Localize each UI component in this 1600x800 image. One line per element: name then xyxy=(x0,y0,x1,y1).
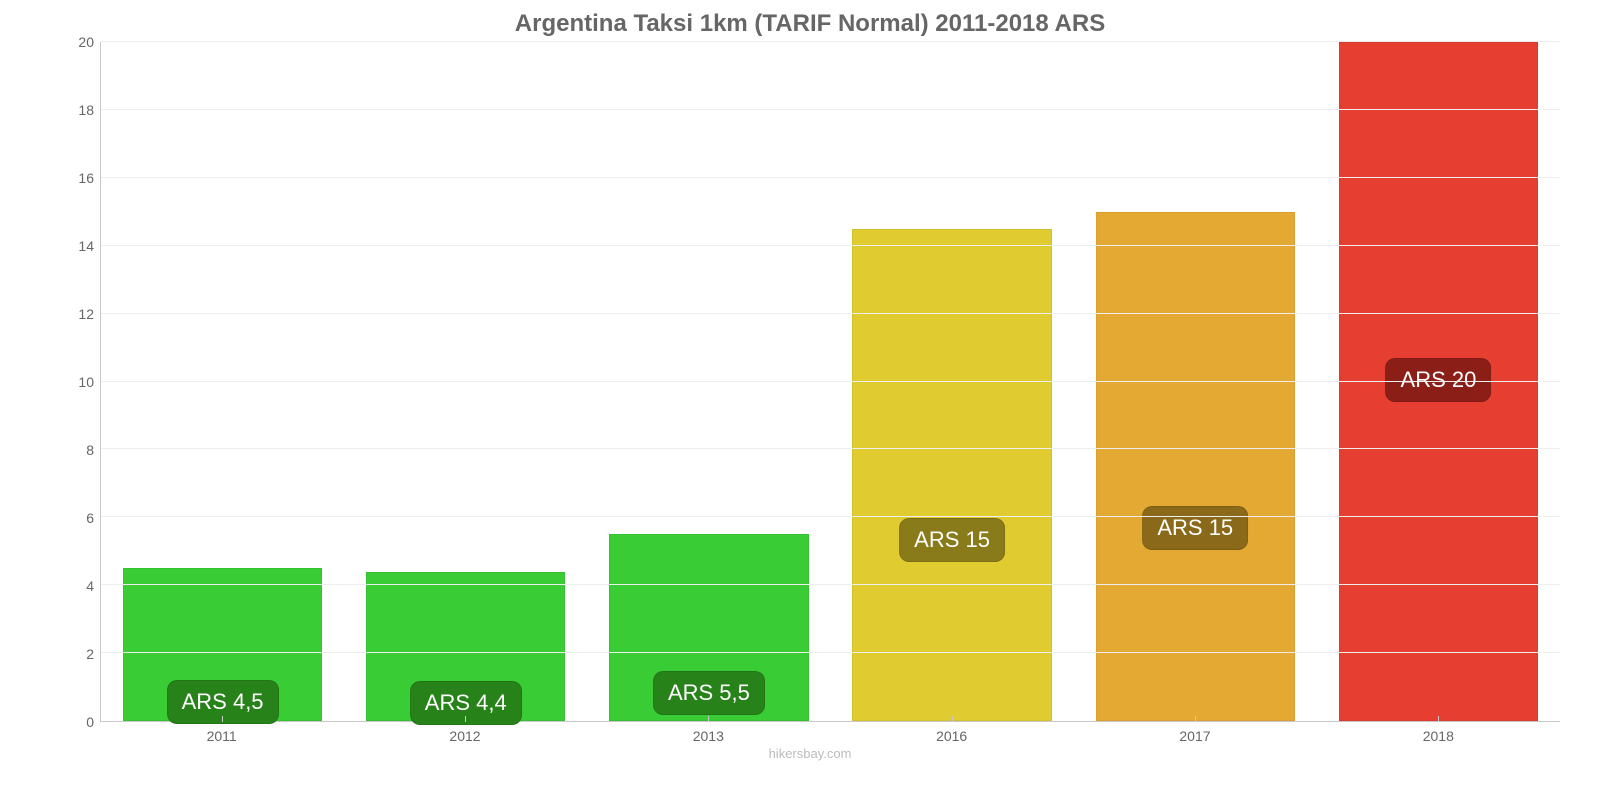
bar-slot: ARS 4,5 xyxy=(101,42,344,721)
y-tick-label: 16 xyxy=(78,170,94,186)
y-tick-label: 4 xyxy=(86,578,94,594)
plot-area: ARS 4,5 ARS 4,4 ARS 5,5 ARS 15 ARS 15 ARS 20 xyxy=(100,42,1560,722)
y-tick-label: 2 xyxy=(86,646,94,662)
y-tick-label: 10 xyxy=(78,374,94,390)
y-tick-label: 12 xyxy=(78,306,94,322)
value-badge: ARS 20 xyxy=(1386,358,1492,402)
gridline xyxy=(101,516,1560,517)
bar: ARS 4,5 xyxy=(123,568,322,721)
x-tick-label: 2012 xyxy=(343,722,586,744)
y-axis: 02468101214161820 xyxy=(60,42,100,722)
gridline xyxy=(101,245,1560,246)
value-badge: ARS 5,5 xyxy=(653,671,765,715)
chart-title: Argentina Taksi 1km (TARIF Normal) 2011-… xyxy=(60,10,1560,38)
bars-container: ARS 4,5 ARS 4,4 ARS 5,5 ARS 15 ARS 15 ARS 20 xyxy=(101,42,1560,721)
gridline xyxy=(101,41,1560,42)
gridline xyxy=(101,177,1560,178)
bar: ARS 4,4 xyxy=(366,572,565,721)
bar: ARS 20 xyxy=(1339,42,1538,721)
bar-slot: ARS 5,5 xyxy=(587,42,830,721)
bar-chart: Argentina Taksi 1km (TARIF Normal) 2011-… xyxy=(0,0,1600,800)
gridline xyxy=(101,313,1560,314)
x-tick-label: 2013 xyxy=(587,722,830,744)
x-axis: 201120122013201620172018 xyxy=(100,722,1560,744)
x-tick-label: 2016 xyxy=(830,722,1073,744)
gridline xyxy=(101,109,1560,110)
y-tick-label: 8 xyxy=(86,442,94,458)
bar-slot: ARS 20 xyxy=(1317,42,1560,721)
x-tick-label: 2018 xyxy=(1317,722,1560,744)
y-tick-label: 18 xyxy=(78,102,94,118)
y-tick-label: 14 xyxy=(78,238,94,254)
y-tick-label: 20 xyxy=(78,34,94,50)
value-badge: ARS 15 xyxy=(899,518,1005,562)
x-tick-label: 2017 xyxy=(1073,722,1316,744)
bar: ARS 15 xyxy=(1096,212,1295,721)
bar: ARS 5,5 xyxy=(609,534,808,721)
attribution-text: hikersbay.com xyxy=(60,746,1560,761)
gridline xyxy=(101,652,1560,653)
bar-slot: ARS 4,4 xyxy=(344,42,587,721)
bar: ARS 15 xyxy=(852,229,1051,721)
gridline xyxy=(101,448,1560,449)
gridline xyxy=(101,381,1560,382)
value-badge: ARS 15 xyxy=(1142,506,1248,550)
x-tick-label: 2011 xyxy=(100,722,343,744)
y-tick-label: 0 xyxy=(86,714,94,730)
gridline xyxy=(101,584,1560,585)
y-tick-label: 6 xyxy=(86,510,94,526)
plot-row: 02468101214161820 ARS 4,5ARS 4,4ARS 5,5A… xyxy=(60,42,1560,722)
bar-slot: ARS 15 xyxy=(831,42,1074,721)
bar-slot: ARS 15 xyxy=(1074,42,1317,721)
